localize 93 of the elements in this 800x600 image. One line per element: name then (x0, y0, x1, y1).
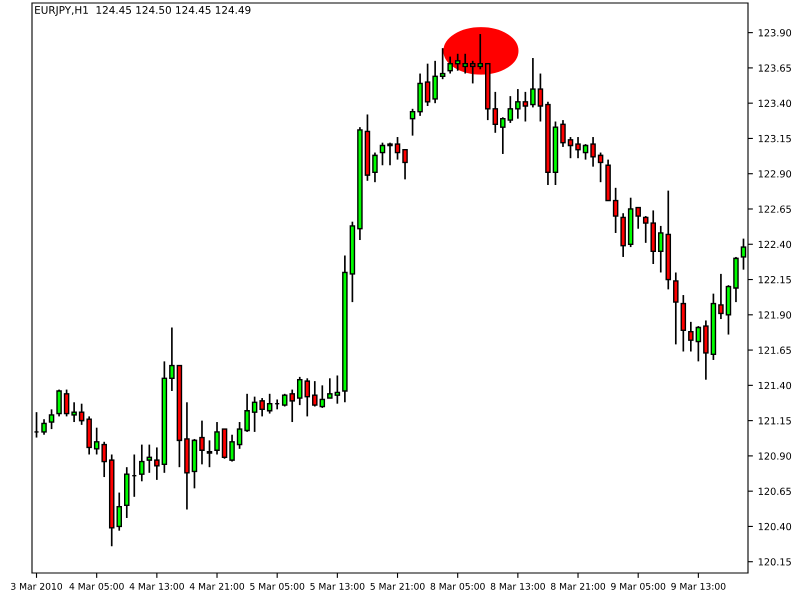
x-tick-label: 9 Mar 05:00 (611, 582, 666, 590)
candlestick (447, 56, 453, 74)
candlestick (642, 215, 648, 244)
candlestick (538, 72, 544, 122)
candlestick (582, 143, 588, 160)
candlestick (515, 88, 521, 120)
x-tick-label: 4 Mar 21:00 (190, 582, 244, 590)
candlestick (266, 392, 272, 414)
candlestick (718, 273, 724, 320)
candlestick (440, 47, 446, 80)
x-tick-label: 5 Mar 13:00 (310, 582, 364, 590)
candlestick (673, 272, 679, 346)
candlestick (568, 136, 574, 160)
candlestick (590, 136, 596, 168)
candlestick (454, 52, 460, 72)
candlestick (320, 384, 326, 409)
candlestick (116, 492, 122, 532)
candlestick (214, 421, 220, 456)
y-tick-label: 123.90 (758, 29, 792, 36)
x-tick-label: 9 Mar 13:00 (671, 582, 726, 590)
y-tick-label: 121.15 (758, 417, 791, 424)
x-tick-label: 8 Mar 13:00 (490, 582, 545, 590)
x-tick-label: 8 Mar 05:00 (430, 582, 485, 590)
candlestick (394, 136, 400, 160)
candlestick (462, 52, 468, 74)
candlestick (244, 392, 250, 433)
candlestick (229, 434, 235, 462)
y-tick-label: 123.40 (758, 100, 792, 108)
candlestick (410, 108, 416, 136)
candlestick (334, 374, 340, 405)
candlestick (380, 142, 386, 166)
candlestick (78, 402, 84, 426)
y-tick-label: 123.15 (758, 134, 791, 142)
candlestick (312, 380, 318, 408)
candlestick (41, 418, 47, 436)
x-tick-label: 5 Mar 21:00 (370, 582, 425, 590)
candlestick (560, 119, 566, 148)
candlestick (635, 206, 641, 230)
candlestick (432, 60, 438, 104)
candlestick (508, 95, 514, 124)
x-tick-label: 4 Mar 05:00 (69, 582, 124, 590)
candlestick (658, 225, 664, 274)
y-tick-label: 122.15 (758, 276, 791, 284)
candlestick (530, 57, 536, 108)
y-tick-label: 122.90 (758, 170, 792, 178)
y-tick-label: 121.65 (758, 346, 791, 354)
candlestick (206, 440, 212, 468)
candlestick (522, 91, 528, 122)
y-tick-label: 122.65 (758, 205, 791, 213)
candlestick (304, 377, 310, 418)
candlestick (575, 136, 581, 160)
x-tick-label: 5 Mar 05:00 (250, 582, 304, 590)
y-tick-label: 120.65 (758, 488, 791, 495)
candlestick (259, 397, 265, 418)
chart-title: EURJPY,H1 124.45 124.50 124.45 124.49 (35, 6, 250, 16)
y-tick-label: 122.40 (758, 240, 792, 248)
candlestick (327, 377, 333, 399)
candlestick (94, 426, 100, 456)
candlestick (289, 388, 295, 423)
x-tick-label: 3 Mar 2010 (11, 582, 62, 590)
candlestick (372, 152, 378, 184)
y-tick-label: 120.40 (758, 522, 792, 530)
y-tick-label: 123.65 (758, 64, 791, 72)
candlestick (688, 321, 694, 352)
candlestick (492, 91, 498, 134)
candlestick (296, 376, 303, 406)
candlestick (402, 148, 408, 180)
candlestick (146, 444, 152, 474)
y-tick-label: 120.90 (758, 452, 792, 460)
candlestick (424, 62, 430, 107)
y-tick-label: 121.40 (758, 382, 792, 390)
candlestick (612, 186, 618, 234)
candlestick (154, 446, 160, 481)
candlestick (56, 388, 62, 418)
candlestick (64, 388, 70, 418)
candlestick (48, 408, 54, 430)
candlestick (252, 396, 258, 433)
y-tick-label: 121.90 (758, 311, 792, 319)
x-tick-label: 8 Mar 21:00 (550, 582, 606, 590)
candlestick (139, 444, 145, 482)
candlestick (71, 401, 77, 423)
y-tick-label: 120.15 (758, 558, 791, 566)
candlestick (169, 326, 175, 392)
candlestick (500, 116, 506, 155)
candlestick (282, 392, 288, 408)
candlestick (236, 421, 242, 450)
candlestick (199, 420, 205, 466)
x-tick-label: 4 Mar 13:00 (130, 582, 184, 590)
candlestick (696, 325, 702, 362)
candlestick (598, 152, 604, 184)
candlestick (387, 142, 393, 166)
candlestick (101, 440, 107, 478)
candlestick (477, 33, 484, 70)
